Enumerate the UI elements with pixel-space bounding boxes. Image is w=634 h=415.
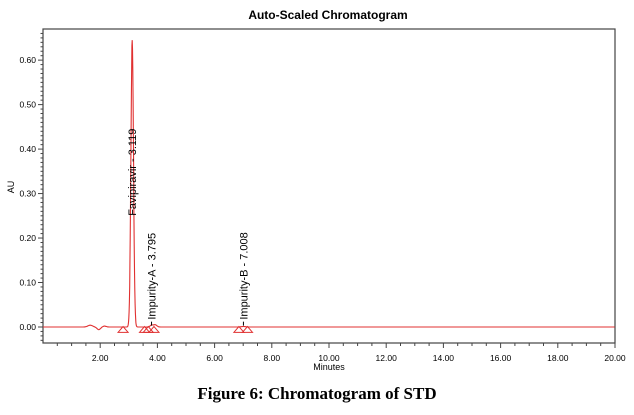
x-tick-label: 12.00 [376,353,398,363]
x-tick-label: 14.00 [433,353,455,363]
integration-marker [142,325,155,333]
chromatogram-trace [43,40,615,331]
peak-label: Favipiravir - 3.119 [127,129,139,216]
integration-marker [147,325,161,333]
x-tick-label: 16.00 [490,353,512,363]
integration-marker [241,325,254,333]
peak-label: Impurity-B - 7.008 [238,232,250,319]
chart-title: Auto-Scaled Chromatogram [248,8,407,22]
chromatogram-chart: Auto-Scaled Chromatogram 2.00 4.00 6.00 8.0… [6,8,626,372]
x-tick-label: 2.00 [92,353,109,363]
y-tick-label: 0.10 [19,278,36,288]
x-tick-label: 18.00 [547,353,569,363]
y-tick-label: 0.50 [19,100,36,110]
peak-label: Impurity-A - 3.795 [147,233,159,320]
y-axis-label: AU [6,181,16,194]
x-axis-label: Minutes [313,362,345,372]
integration-marker [116,325,130,333]
figure-caption: Figure 6: Chromatogram of STD [197,384,437,403]
y-tick-label: 0.20 [19,233,36,243]
y-tick-label: 0.60 [19,55,36,65]
y-tick-label: 0.30 [19,189,36,199]
x-tick-label: 6.00 [206,353,223,363]
y-tick-label: 0.00 [19,322,36,332]
integration-marker [232,325,246,333]
x-tick-label: 10.00 [318,353,340,363]
x-tick-label: 4.00 [149,353,166,363]
x-tick-label: 8.00 [264,353,281,363]
y-tick-label: 0.40 [19,144,36,154]
x-tick-label: 20.00 [604,353,626,363]
